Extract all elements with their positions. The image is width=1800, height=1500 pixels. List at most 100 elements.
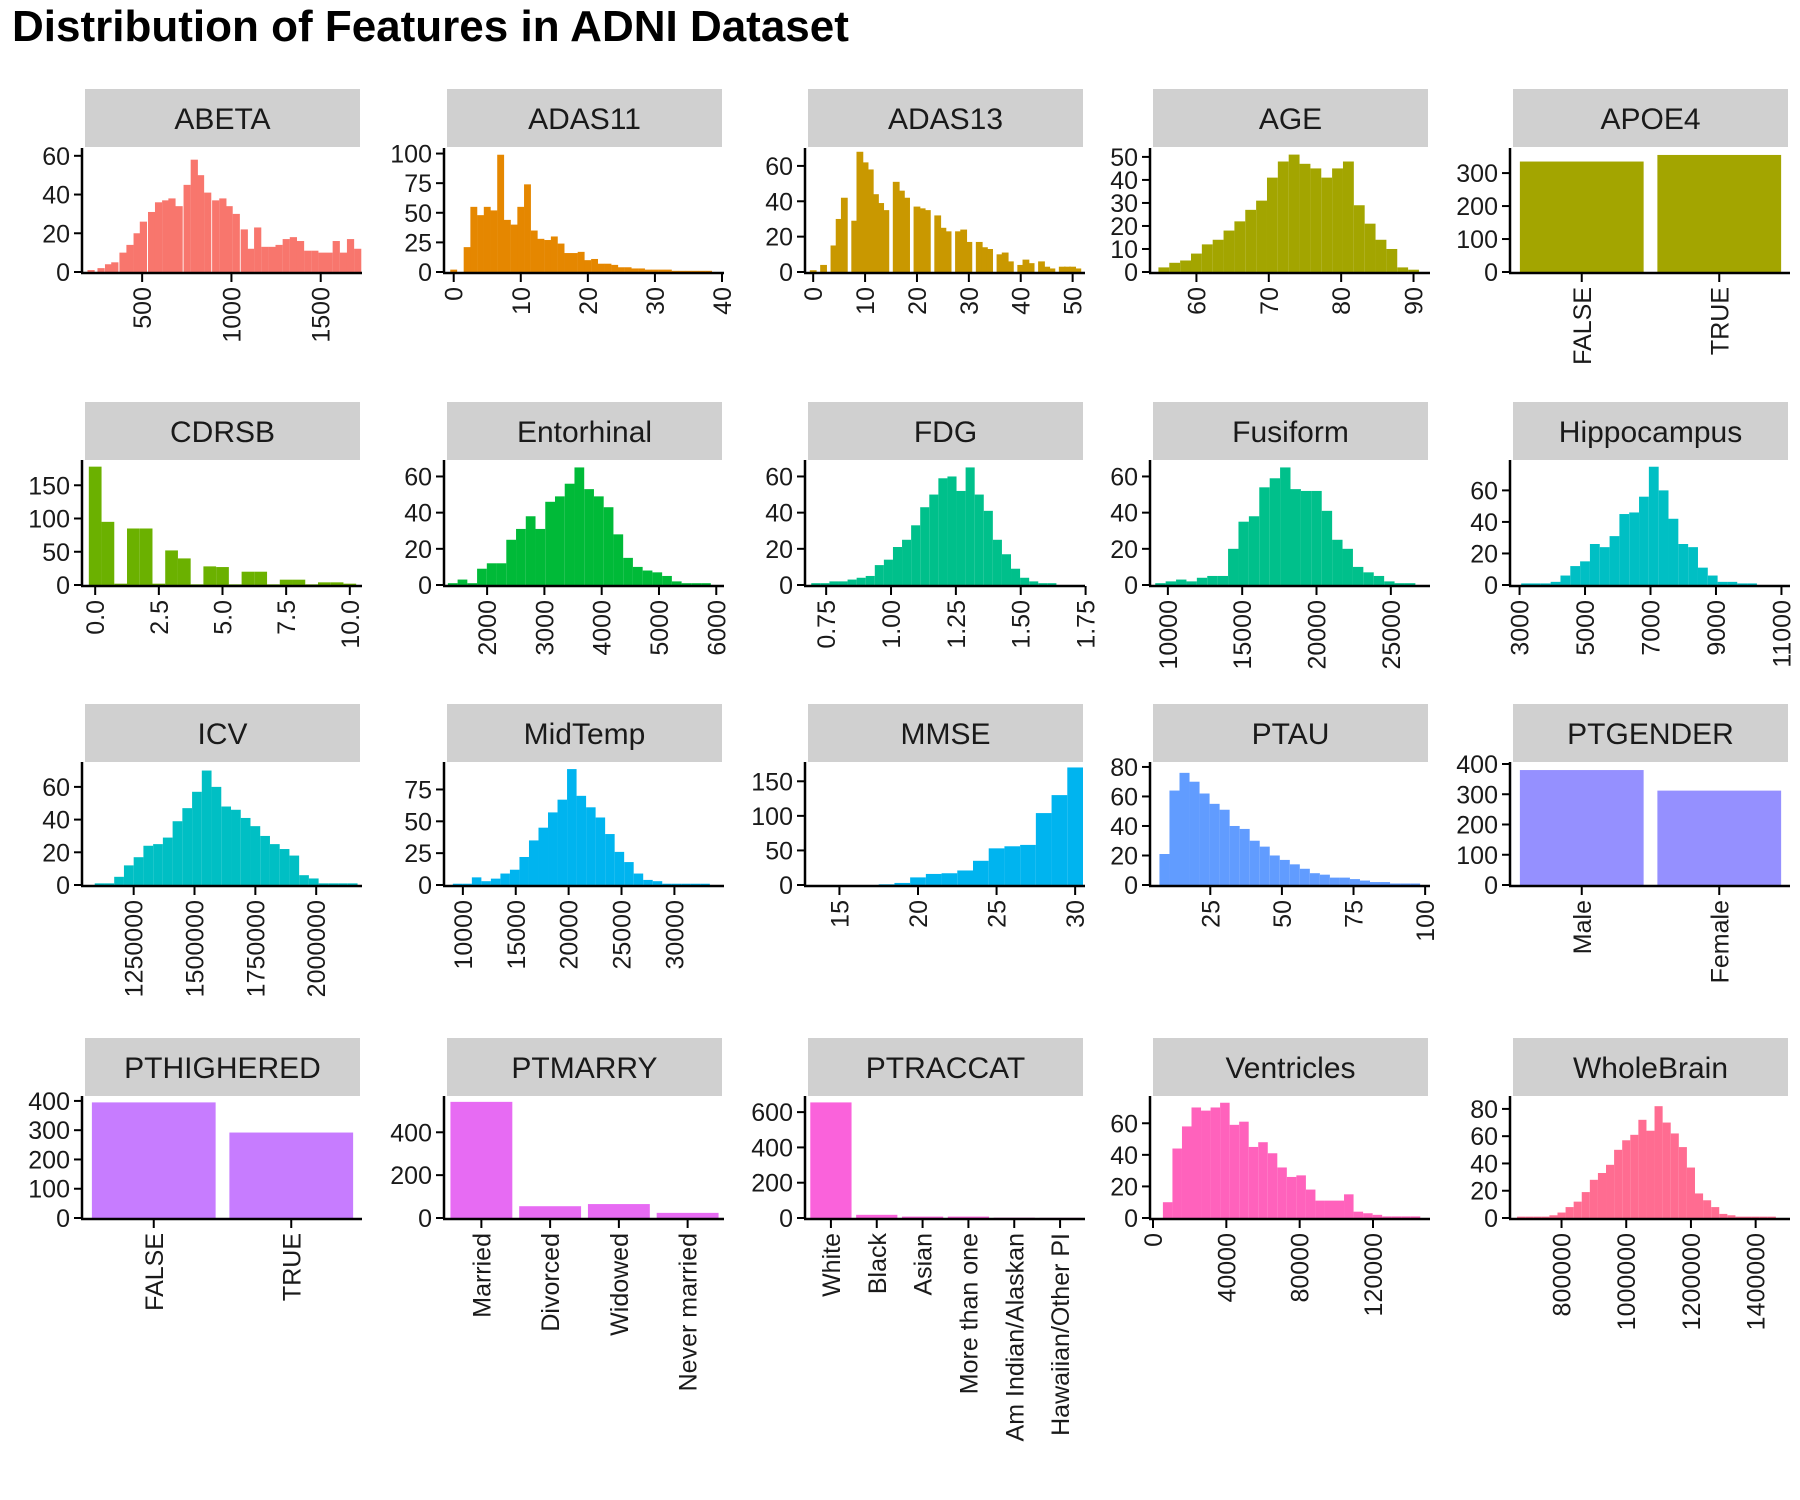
panel-midtemp-strip-label: MidTemp [524, 718, 646, 751]
panel-adas11-bar-4 [483, 206, 491, 272]
panel-age-bar-9 [1256, 200, 1267, 272]
panel-midtemp-bar-11 [557, 799, 568, 885]
panel-fusiform-bar-16 [1321, 510, 1333, 585]
panel-ptau-bar-2 [1179, 772, 1190, 885]
panel-entorhinal-bar-11 [554, 496, 565, 585]
panel-cdrsb-ytick-label-100: 100 [28, 506, 70, 534]
panel-ptau-bar-13 [1289, 864, 1300, 885]
panel-ptraccat-xtick-label-asian: Asian [910, 1233, 938, 1296]
panel-entorhinal-strip-label: Entorhinal [517, 416, 652, 449]
panel-ptmarry-xtick-label-never-married: Never married [675, 1233, 703, 1391]
panel-mmse-bar-10 [988, 848, 1005, 885]
panel-ventricles-bar-5 [1210, 1107, 1221, 1218]
panel-ventricles-bar-13 [1286, 1176, 1297, 1218]
panel-fusiform-bar-4 [1196, 577, 1208, 585]
panel-icv-xtick-label-2000000: 2000000 [303, 900, 331, 997]
panel-ptmarry-ytick-label-400: 400 [390, 1119, 432, 1147]
panel-age-xtick-label-70: 70 [1256, 287, 1284, 315]
panel-wholebrain-bar-5 [1557, 1212, 1566, 1218]
panel-wholebrain-bar-25 [1719, 1213, 1728, 1218]
panel-midtemp-ytick-label-75: 75 [404, 776, 432, 804]
panel-midtemp-bar-9 [538, 827, 549, 885]
panel-abeta-bar-0 [87, 270, 95, 272]
panel-abeta-bar-16 [204, 192, 212, 272]
panel-entorhinal-bar-6 [506, 539, 517, 585]
panel-hippocampus-bar-7 [1589, 544, 1600, 585]
panel-fusiform-bar-9 [1248, 516, 1260, 585]
panel-cdrsb: CDRSB 0 50 100 150 0.0 2.5 5.0 7.5 10.0 [28, 402, 365, 649]
panel-fdg-xtick-label-1-75: 1.75 [1073, 600, 1101, 649]
panel-age-bar-0 [1158, 267, 1170, 272]
panel-icv-xtick-label-1500000: 1500000 [182, 900, 210, 997]
panel-cdrsb-bar-3 [127, 528, 140, 585]
panel-pthighered-ytick-label-300: 300 [28, 1117, 70, 1145]
panel-icv-bar-8 [172, 821, 183, 885]
panel-icv-bar-17 [260, 835, 270, 885]
panel-mmse-ytick-label-0: 0 [779, 872, 793, 900]
panel-icv-bar-1 [104, 883, 115, 885]
panel-fdg-ytick-label-0: 0 [779, 572, 793, 600]
panel-hippocampus-bar-4 [1560, 575, 1571, 585]
panel-ptgender-xtick-label-female: Female [1706, 900, 1734, 983]
panel-adas11-bar-16 [564, 253, 572, 272]
panel-midtemp-strip [447, 704, 722, 762]
panel-age-bar-16 [1332, 168, 1343, 272]
panel-entorhinal-xtick-label-2000: 2000 [474, 600, 502, 656]
panel-ptau-bar-14 [1299, 868, 1310, 885]
panel-ventricles-bar-4 [1201, 1110, 1211, 1218]
panel-adas11-bar-23 [611, 264, 619, 272]
panel-adas11-bar-21 [597, 263, 605, 272]
panel-cdrsb-ytick-label-50: 50 [42, 539, 70, 567]
panel-ventricles-bar-22 [1372, 1214, 1383, 1218]
panel-age-ytick-label-20: 20 [1110, 213, 1138, 241]
panel-abeta-bar-4 [119, 252, 127, 272]
panel-abeta-bar-23 [254, 227, 262, 272]
panel-fdg: FDG 0 20 40 60 0.75 1.00 1.25 1.50 1.75 [765, 402, 1101, 649]
panel-fusiform-xtick-label-20000: 20000 [1304, 600, 1332, 670]
panel-adas13-bar-29 [1006, 261, 1014, 272]
panel-ptgender-bar-female [1657, 790, 1782, 885]
panel-icv-bar-6 [153, 844, 163, 885]
panel-fusiform-strip [1153, 402, 1428, 460]
panel-ptau-bar-10 [1259, 846, 1270, 885]
panel-fusiform-bar-17 [1332, 539, 1343, 585]
panel-fdg-xtick-label-1-25: 1.25 [943, 600, 971, 649]
panel-ventricles-bar-12 [1277, 1167, 1287, 1218]
panel-cdrsb-bar-18 [317, 582, 331, 585]
panel-fdg-xtick-label-1-00: 1.00 [878, 600, 906, 649]
panel-ptmarry-xtick-label-married: Married [468, 1233, 496, 1318]
panel-adas13-bar-0 [809, 270, 817, 272]
panel-fusiform-bar-6 [1217, 575, 1229, 585]
panel-ptmarry-bar-never-married [656, 1212, 719, 1218]
panel-ptmarry-bar-widowed [587, 1204, 650, 1218]
panel-icv-bar-22 [308, 878, 319, 885]
panel-midtemp-bar-17 [614, 851, 625, 885]
panel-icv-bar-23 [318, 883, 329, 885]
panel-ptraccat-ytick-label-200: 200 [751, 1170, 793, 1198]
panel-adas13-ytick-label-0: 0 [779, 259, 793, 287]
panel-fusiform-ytick-label-0: 0 [1124, 572, 1138, 600]
panel-ptau-bar-24 [1400, 883, 1411, 885]
panel-mmse-strip [808, 704, 1083, 762]
panel-adas11-bar-3 [477, 215, 484, 272]
panel-abeta-bar-34 [332, 241, 340, 272]
panel-cdrsb-bar-6 [165, 550, 178, 585]
panel-adas13-bar-39 [1074, 268, 1082, 272]
panel-adas13-bar-25 [981, 247, 988, 272]
panel-fdg-bar-19 [983, 510, 993, 585]
panel-mmse-bar-14 [1051, 795, 1068, 885]
panel-fusiform-bar-21 [1373, 575, 1385, 585]
panel-hippocampus-bar-2 [1540, 583, 1551, 585]
panel-wholebrain-bar-27 [1735, 1216, 1744, 1218]
panel-ventricles-bar-21 [1363, 1213, 1373, 1218]
panel-adas13-bar-8 [866, 169, 874, 272]
panel-fdg-bar-26 [1047, 583, 1057, 585]
panel-ptau-bar-20 [1359, 880, 1370, 885]
panel-abeta-bar-1 [97, 268, 105, 272]
panel-fusiform-bar-18 [1342, 548, 1353, 585]
panel-hippocampus-ytick-label-20: 20 [1470, 540, 1498, 568]
panel-adas13-bar-35 [1048, 268, 1056, 272]
panel-age-ytick-label-50: 50 [1110, 144, 1138, 172]
panel-cdrsb-bar-10 [216, 567, 229, 585]
